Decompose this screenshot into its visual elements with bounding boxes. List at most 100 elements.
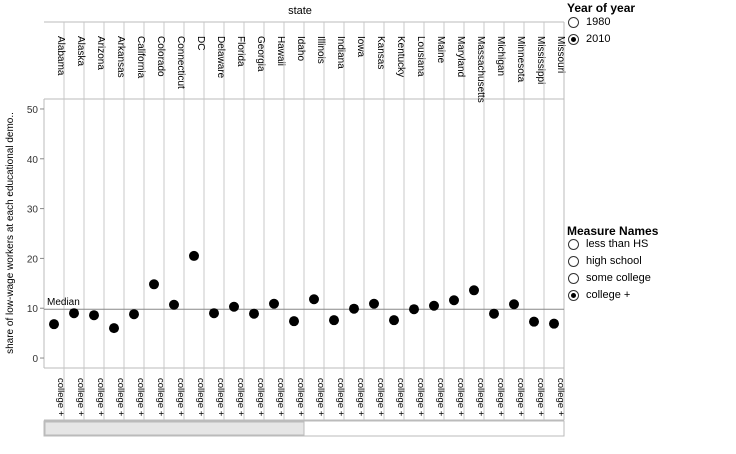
data-point xyxy=(89,310,99,321)
row-label: college + xyxy=(475,378,486,417)
data-point xyxy=(429,300,439,311)
data-point xyxy=(469,285,479,296)
y-tick-label: 10 xyxy=(27,304,39,315)
data-point xyxy=(489,308,499,319)
state-header-label: Kansas xyxy=(375,36,386,69)
row-label: college + xyxy=(535,378,546,417)
row-label: college + xyxy=(215,378,226,417)
row-label: college + xyxy=(555,378,566,417)
plot-area: 0 10 20 30 40 50 Alabama college + Alaska college… xyxy=(27,21,566,437)
row-label: college + xyxy=(315,378,326,417)
row-label: college + xyxy=(455,378,466,417)
state-header-label: Delaware xyxy=(215,36,226,79)
state-header-label: Michigan xyxy=(495,36,506,76)
row-label: college + xyxy=(75,378,86,417)
data-point xyxy=(209,308,219,319)
data-point xyxy=(109,323,119,334)
radio-button[interactable] xyxy=(568,272,579,284)
data-point xyxy=(409,304,419,315)
column-header: state xyxy=(288,5,312,17)
measure-option-label: less than HS xyxy=(586,238,649,250)
y-axis-label: share of low-wage workers at each educat… xyxy=(5,112,16,354)
row-label: college + xyxy=(155,378,166,417)
data-point xyxy=(309,294,319,305)
year-legend-title: Year of year xyxy=(567,1,636,15)
data-point xyxy=(149,279,159,290)
state-header-label: Massachusetts xyxy=(475,36,486,103)
radio-button[interactable] xyxy=(568,255,579,267)
data-point xyxy=(329,315,339,326)
row-label: college + xyxy=(255,378,266,417)
row-label: college + xyxy=(95,378,106,417)
measure-option[interactable]: some college xyxy=(568,272,651,284)
data-point xyxy=(449,295,459,306)
state-header-label: Illinois xyxy=(315,36,326,64)
y-tick-label: 0 xyxy=(32,354,38,365)
median-label: Median xyxy=(47,297,80,308)
data-point xyxy=(389,315,399,326)
data-point xyxy=(249,308,259,319)
y-tick-label: 30 xyxy=(27,205,39,216)
data-point xyxy=(49,319,59,330)
state-header-label: Colorado xyxy=(155,36,166,77)
data-point xyxy=(289,316,299,327)
measure-option-label: some college xyxy=(586,272,651,284)
radio-button[interactable] xyxy=(568,33,579,45)
row-label: college + xyxy=(335,378,346,417)
y-tick-label: 50 xyxy=(27,105,39,116)
row-label: college + xyxy=(55,378,66,417)
row-label: college + xyxy=(395,378,406,417)
row-label: college + xyxy=(195,378,206,417)
y-tick-label: 40 xyxy=(27,155,39,166)
state-header-label: California xyxy=(135,36,146,79)
row-label: college + xyxy=(295,378,306,417)
state-header-label: Missouri xyxy=(555,36,566,73)
state-header-label: Maine xyxy=(435,36,446,64)
radio-button[interactable] xyxy=(568,16,579,28)
data-point xyxy=(269,298,279,309)
row-label: college + xyxy=(135,378,146,417)
data-point xyxy=(129,309,139,320)
row-label: college + xyxy=(375,378,386,417)
data-point xyxy=(69,308,79,319)
state-header-label: Maryland xyxy=(455,36,466,77)
year-option-label: 1980 xyxy=(586,16,611,28)
data-point xyxy=(369,298,379,309)
state-header-label: Idaho xyxy=(295,36,306,61)
row-label: college + xyxy=(175,378,186,417)
measure-option-label: high school xyxy=(586,255,642,267)
row-label: college + xyxy=(495,378,506,417)
state-header-label: DC xyxy=(195,36,206,50)
state-header-label: Indiana xyxy=(335,36,346,69)
data-point xyxy=(549,318,559,329)
state-header-label: Minnesota xyxy=(515,36,526,83)
state-header-label: Alaska xyxy=(75,36,86,66)
year-option[interactable]: 2010 xyxy=(568,33,610,45)
measure-option[interactable]: less than HS xyxy=(568,238,648,250)
row-label: college + xyxy=(115,378,126,417)
state-header-label: Georgia xyxy=(255,36,266,72)
row-label: college + xyxy=(275,378,286,417)
state-header-label: Kentucky xyxy=(395,36,406,77)
state-header-label: Mississippi xyxy=(535,36,546,84)
data-point xyxy=(509,299,519,310)
state-header-label: Arizona xyxy=(95,36,106,70)
year-option[interactable]: 1980 xyxy=(568,16,610,28)
measure-option[interactable]: college + xyxy=(568,289,630,301)
state-header-label: Hawaii xyxy=(275,36,286,66)
measure-option-label: college + xyxy=(586,289,631,301)
state-header-label: Lousiana xyxy=(415,36,426,77)
state-header-label: Florida xyxy=(235,36,246,67)
radio-button[interactable] xyxy=(568,238,579,250)
measure-option[interactable]: high school xyxy=(568,255,642,267)
row-label: college + xyxy=(235,378,246,417)
year-option-label: 2010 xyxy=(586,33,611,45)
data-point xyxy=(169,299,179,310)
y-tick-label: 20 xyxy=(27,254,39,265)
scrollbar-thumb[interactable] xyxy=(44,421,305,436)
radio-button[interactable] xyxy=(568,289,579,301)
row-label: college + xyxy=(355,378,366,417)
data-point xyxy=(189,250,199,261)
state-header-label: Arkansas xyxy=(115,36,126,78)
